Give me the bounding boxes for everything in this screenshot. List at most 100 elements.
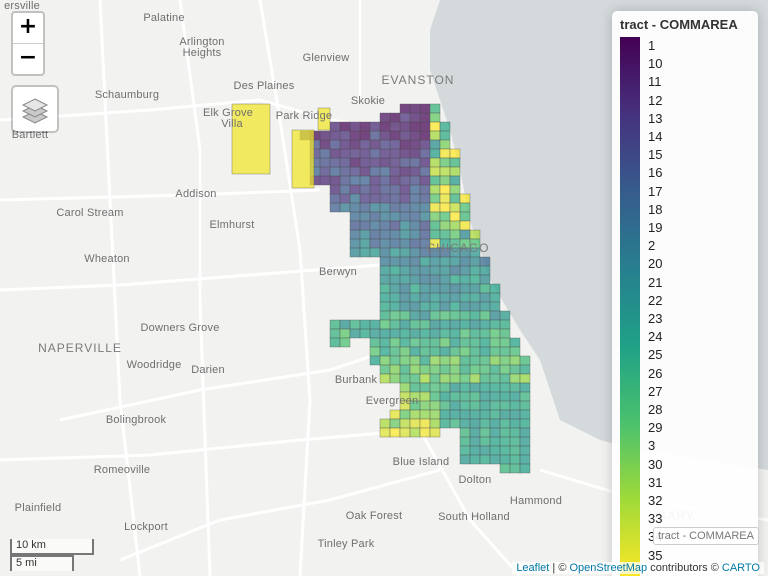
tract-polygon[interactable] (449, 409, 461, 420)
tract-polygon[interactable] (339, 148, 351, 159)
tract-polygon[interactable] (459, 400, 471, 411)
tract-polygon[interactable] (439, 265, 451, 276)
tract-polygon[interactable] (369, 337, 381, 348)
tract-polygon[interactable] (429, 121, 441, 132)
tract-polygon[interactable] (459, 256, 471, 267)
tract-polygon[interactable] (419, 130, 431, 141)
tract-polygon[interactable] (399, 382, 411, 393)
tract-polygon[interactable] (419, 319, 431, 330)
tract-polygon[interactable] (359, 247, 371, 258)
tract-polygon[interactable] (469, 391, 481, 402)
tract-polygon[interactable] (509, 418, 521, 429)
tract-polygon[interactable] (469, 283, 481, 294)
tract-polygon[interactable] (469, 436, 481, 447)
tract-polygon[interactable] (329, 130, 341, 141)
tract-polygon[interactable] (459, 202, 471, 213)
tract-polygon[interactable] (509, 337, 521, 348)
tract-polygon[interactable] (509, 391, 521, 402)
tract-polygon[interactable] (479, 292, 491, 303)
tract-polygon[interactable] (439, 382, 451, 393)
carto-link[interactable]: CARTO (721, 562, 760, 574)
tract-polygon[interactable] (379, 346, 391, 357)
tract-polygon[interactable] (399, 211, 411, 222)
tract-polygon[interactable] (429, 400, 441, 411)
tract-polygon[interactable] (329, 328, 341, 339)
tract-polygon[interactable] (419, 166, 431, 177)
tract-polygon[interactable] (499, 382, 511, 393)
tract-polygon[interactable] (409, 373, 421, 384)
tract-polygon[interactable] (489, 436, 501, 447)
tract-polygon-ohare[interactable] (231, 103, 271, 175)
tract-polygon[interactable] (479, 310, 491, 321)
tract-polygon[interactable] (409, 157, 421, 168)
tract-polygon[interactable] (359, 319, 371, 330)
tract-polygon[interactable] (439, 202, 451, 213)
tract-polygon[interactable] (379, 157, 391, 168)
tract-polygon[interactable] (479, 409, 491, 420)
tract-polygon[interactable] (369, 130, 381, 141)
tract-polygon[interactable] (479, 382, 491, 393)
tract-polygon[interactable] (319, 148, 331, 159)
tract-polygon[interactable] (389, 256, 401, 267)
tract-polygon[interactable] (399, 310, 411, 321)
tract-polygon[interactable] (429, 337, 441, 348)
tract-polygon[interactable] (359, 166, 371, 177)
tract-polygon[interactable] (399, 337, 411, 348)
tract-polygon[interactable] (369, 157, 381, 168)
tract-polygon[interactable] (399, 283, 411, 294)
tract-polygon[interactable] (389, 148, 401, 159)
tract-polygon[interactable] (399, 247, 411, 258)
tract-polygon[interactable] (429, 265, 441, 276)
tract-polygon[interactable] (389, 283, 401, 294)
tract-polygon[interactable] (389, 130, 401, 141)
tract-polygon[interactable] (399, 355, 411, 366)
tract-polygon[interactable] (389, 337, 401, 348)
tract-polygon[interactable] (519, 382, 531, 393)
tract-polygon[interactable] (519, 391, 531, 402)
tract-polygon[interactable] (409, 292, 421, 303)
tract-polygon[interactable] (409, 112, 421, 123)
tract-polygon[interactable] (429, 256, 441, 267)
tract-polygon[interactable] (469, 364, 481, 375)
tract-polygon[interactable] (459, 409, 471, 420)
tract-polygon[interactable] (409, 202, 421, 213)
tract-polygon[interactable] (469, 418, 481, 429)
tract-polygon[interactable] (429, 166, 441, 177)
tract-polygon[interactable] (459, 328, 471, 339)
tract-polygon[interactable] (489, 427, 501, 438)
tract-polygon[interactable] (349, 211, 361, 222)
tract-polygon[interactable] (349, 166, 361, 177)
tract-polygon[interactable] (519, 454, 531, 465)
tract-polygon[interactable] (369, 184, 381, 195)
tract-polygon[interactable] (439, 337, 451, 348)
tract-polygon[interactable] (359, 184, 371, 195)
tract-polygon[interactable] (329, 148, 341, 159)
tract-polygon[interactable] (379, 265, 391, 276)
tract-polygon[interactable] (469, 382, 481, 393)
tract-polygon[interactable] (459, 220, 471, 231)
tract-polygon[interactable] (409, 346, 421, 357)
tract-polygon[interactable] (409, 121, 421, 132)
tract-polygon[interactable] (479, 319, 491, 330)
tract-polygon[interactable] (449, 283, 461, 294)
tract-polygon[interactable] (359, 148, 371, 159)
tract-polygon[interactable] (419, 103, 431, 114)
tract-polygon[interactable] (419, 328, 431, 339)
tract-polygon[interactable] (379, 310, 391, 321)
tract-polygon[interactable] (509, 454, 521, 465)
tract-polygon[interactable] (409, 229, 421, 240)
tract-polygon[interactable] (489, 355, 501, 366)
tract-polygon[interactable] (379, 202, 391, 213)
tract-polygon[interactable] (379, 373, 391, 384)
tract-polygon[interactable] (389, 175, 401, 186)
tract-polygon[interactable] (469, 319, 481, 330)
tract-polygon[interactable] (369, 193, 381, 204)
tract-polygon[interactable] (409, 103, 421, 114)
tract-polygon[interactable] (459, 211, 471, 222)
tract-polygon[interactable] (489, 283, 501, 294)
tract-polygon[interactable] (459, 355, 471, 366)
tract-polygon[interactable] (449, 256, 461, 267)
tract-polygon[interactable] (439, 166, 451, 177)
tract-polygon[interactable] (389, 265, 401, 276)
tract-polygon[interactable] (379, 355, 391, 366)
